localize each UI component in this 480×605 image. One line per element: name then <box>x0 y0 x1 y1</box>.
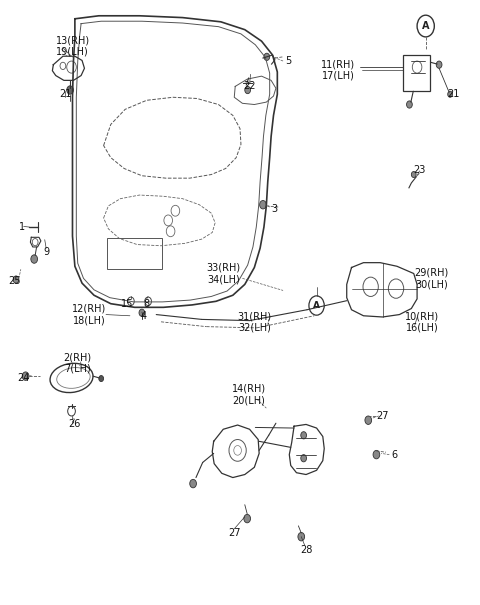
Text: 25: 25 <box>8 276 20 286</box>
Text: 33(RH)
34(LH): 33(RH) 34(LH) <box>206 263 240 284</box>
Text: 8: 8 <box>144 299 150 309</box>
Text: 12(RH)
18(LH): 12(RH) 18(LH) <box>72 304 107 325</box>
Circle shape <box>373 450 380 459</box>
Circle shape <box>139 309 145 316</box>
Circle shape <box>190 479 196 488</box>
Text: 15: 15 <box>121 299 134 309</box>
Text: 21: 21 <box>447 90 459 99</box>
Text: 23: 23 <box>413 165 426 175</box>
Text: 22: 22 <box>243 82 256 91</box>
Text: A: A <box>422 21 430 31</box>
Circle shape <box>67 86 73 94</box>
Text: 4: 4 <box>140 312 146 321</box>
Text: 26: 26 <box>69 419 81 430</box>
Text: 29(RH)
30(LH): 29(RH) 30(LH) <box>414 267 449 289</box>
Text: 28: 28 <box>300 545 312 555</box>
Circle shape <box>264 53 270 60</box>
Text: A: A <box>313 301 320 310</box>
Text: 5: 5 <box>286 56 292 66</box>
Circle shape <box>301 432 307 439</box>
Text: 13(RH)
19(LH): 13(RH) 19(LH) <box>56 35 90 57</box>
Text: 27: 27 <box>376 411 389 421</box>
Circle shape <box>301 454 307 462</box>
Text: 9: 9 <box>43 247 49 257</box>
Text: 6: 6 <box>391 450 397 460</box>
Circle shape <box>245 87 251 94</box>
Text: 24: 24 <box>17 373 30 383</box>
Text: 1: 1 <box>19 222 25 232</box>
Circle shape <box>365 416 372 425</box>
Text: 10(RH)
16(LH): 10(RH) 16(LH) <box>405 311 439 333</box>
Text: 2(RH)
7(LH): 2(RH) 7(LH) <box>63 352 91 374</box>
Circle shape <box>31 255 37 263</box>
Text: 31(RH)
32(LH): 31(RH) 32(LH) <box>237 311 271 333</box>
Circle shape <box>99 376 104 382</box>
Circle shape <box>13 276 19 283</box>
Text: 14(RH)
20(LH): 14(RH) 20(LH) <box>231 384 265 405</box>
Text: 3: 3 <box>271 204 277 214</box>
Text: 21: 21 <box>59 90 72 99</box>
Circle shape <box>22 372 29 381</box>
Circle shape <box>244 514 251 523</box>
Circle shape <box>411 171 416 177</box>
Circle shape <box>260 200 266 209</box>
Circle shape <box>448 91 453 97</box>
Circle shape <box>407 101 412 108</box>
Text: 11(RH)
17(LH): 11(RH) 17(LH) <box>321 59 355 81</box>
Circle shape <box>436 61 442 68</box>
Bar <box>107 238 162 269</box>
Text: 27: 27 <box>228 528 240 538</box>
Circle shape <box>298 532 305 541</box>
